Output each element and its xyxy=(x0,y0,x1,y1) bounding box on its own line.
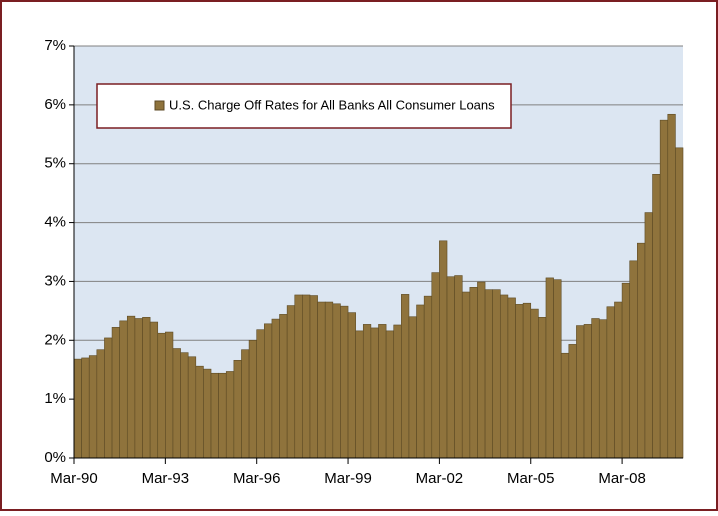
bar xyxy=(96,349,105,459)
bar xyxy=(621,282,631,459)
bar xyxy=(370,327,379,459)
bar xyxy=(233,359,242,459)
bar xyxy=(165,331,174,459)
bar xyxy=(629,260,638,459)
bar xyxy=(492,289,501,459)
bar xyxy=(614,301,623,459)
bar xyxy=(423,295,433,459)
bar xyxy=(355,330,364,459)
bar xyxy=(378,324,387,459)
bar xyxy=(264,323,273,459)
bar xyxy=(416,304,425,459)
bar xyxy=(644,212,653,459)
y-tick-label: 5% xyxy=(44,155,66,172)
bar xyxy=(225,371,235,459)
y-tick-label: 3% xyxy=(44,272,66,289)
bar xyxy=(362,324,372,459)
bar xyxy=(667,113,676,459)
bar xyxy=(431,272,440,459)
bar xyxy=(241,349,250,459)
bar xyxy=(401,294,410,459)
bar xyxy=(637,242,646,459)
bar xyxy=(484,289,493,459)
bar xyxy=(248,339,257,459)
bar xyxy=(385,330,395,459)
bar xyxy=(142,317,151,459)
bar xyxy=(279,314,288,459)
bar xyxy=(340,305,349,459)
x-tick-label: Mar-93 xyxy=(142,470,190,487)
bar xyxy=(149,321,159,459)
y-tick-label: 1% xyxy=(44,390,66,407)
bar xyxy=(583,324,592,459)
bar xyxy=(180,352,189,459)
bar xyxy=(157,332,166,459)
bar xyxy=(73,358,82,459)
bar xyxy=(126,315,136,459)
bar xyxy=(218,372,227,459)
bar xyxy=(591,318,600,459)
bar xyxy=(317,301,326,459)
bar xyxy=(256,329,265,459)
bar xyxy=(538,317,547,459)
bar xyxy=(134,318,143,459)
legend-box xyxy=(96,83,512,129)
bar xyxy=(652,174,661,459)
bar xyxy=(294,294,303,459)
y-tick-label: 4% xyxy=(44,214,66,231)
bar xyxy=(119,320,128,459)
x-tick-label: Mar-99 xyxy=(324,470,372,487)
x-tick-label: Mar-90 xyxy=(50,470,98,487)
bar xyxy=(461,291,471,459)
bar xyxy=(81,357,90,459)
bar xyxy=(598,319,608,459)
y-tick-label: 2% xyxy=(44,331,66,348)
bar xyxy=(454,275,463,459)
bar xyxy=(111,327,120,459)
bar xyxy=(347,312,356,459)
legend-label: U.S. Charge Off Rates for All Banks All … xyxy=(169,97,495,112)
bar xyxy=(324,301,334,459)
bar xyxy=(88,355,98,459)
bar xyxy=(675,147,684,459)
y-tick-label: 0% xyxy=(44,449,66,466)
bar xyxy=(530,308,539,459)
bar xyxy=(172,348,181,459)
x-tick-label: Mar-08 xyxy=(598,470,646,487)
bar xyxy=(302,294,311,459)
bar xyxy=(195,365,204,459)
bar xyxy=(469,287,478,459)
bar xyxy=(576,325,585,459)
bar xyxy=(104,337,113,459)
bar xyxy=(408,316,417,459)
y-tick-label: 6% xyxy=(44,96,66,113)
bar xyxy=(659,119,669,459)
bar xyxy=(210,372,219,459)
bar xyxy=(271,318,280,459)
bar xyxy=(545,277,554,459)
bar xyxy=(187,356,197,459)
bar xyxy=(568,344,577,459)
bar xyxy=(203,368,212,459)
legend-swatch xyxy=(154,100,165,111)
bar xyxy=(309,295,318,459)
bar xyxy=(499,294,509,459)
x-tick-label: Mar-05 xyxy=(507,470,555,487)
bar xyxy=(507,297,516,459)
bar xyxy=(515,304,524,459)
y-tick-label: 7% xyxy=(44,37,66,54)
bar xyxy=(560,352,570,459)
x-tick-label: Mar-96 xyxy=(233,470,281,487)
bar xyxy=(522,302,532,459)
x-tick-label: Mar-02 xyxy=(416,470,464,487)
bar xyxy=(286,305,296,459)
bar xyxy=(393,324,402,459)
bar xyxy=(332,303,341,459)
bar xyxy=(439,240,448,459)
bar xyxy=(446,276,455,459)
bar xyxy=(553,279,562,459)
bar xyxy=(606,306,615,459)
bar xyxy=(477,281,486,459)
